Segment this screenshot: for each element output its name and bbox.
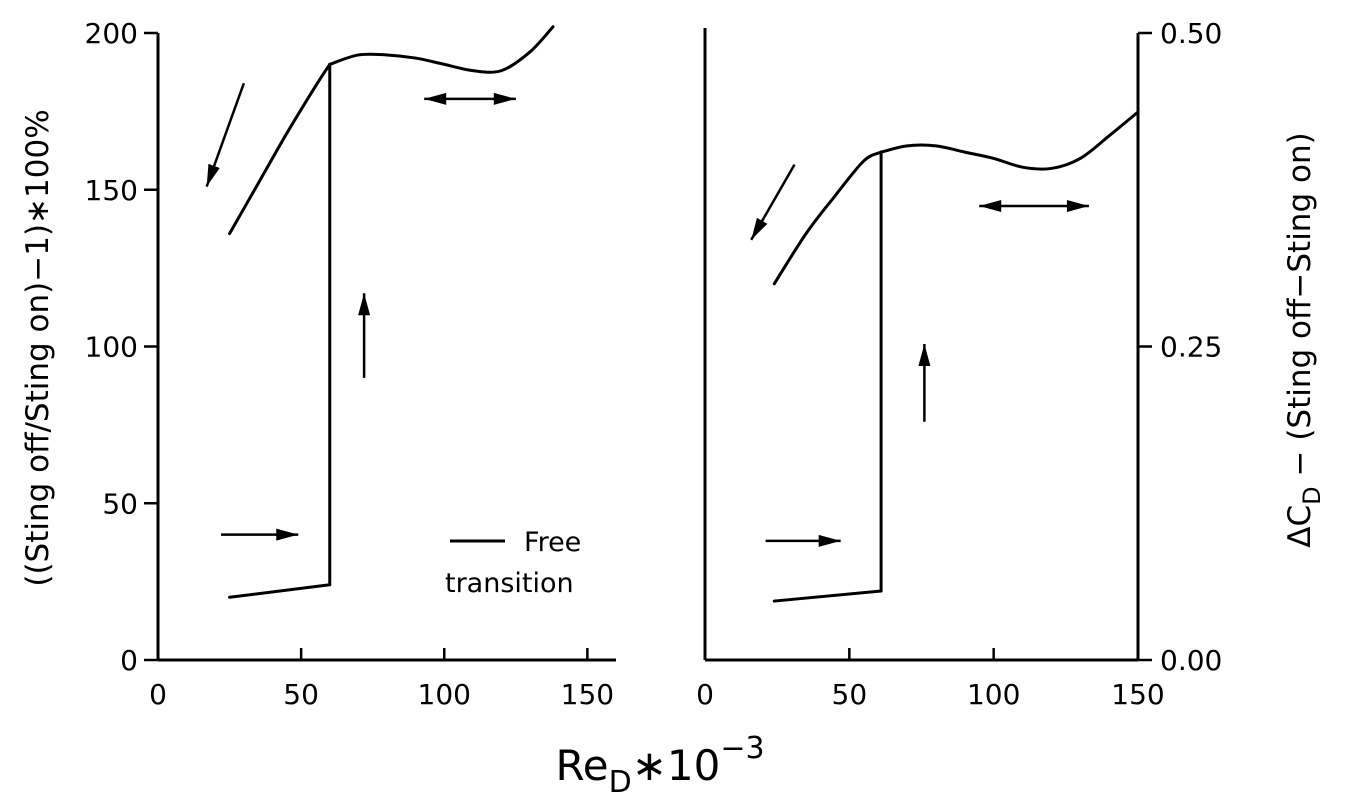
arrowhead xyxy=(358,293,371,316)
annotation-arrow xyxy=(205,82,246,188)
y-tick-label: 150 xyxy=(85,174,138,207)
annotation-arrow xyxy=(979,200,1089,213)
legend-label-line2: transition xyxy=(445,568,574,599)
arrowhead xyxy=(206,163,220,187)
y-tick-label: 0.00 xyxy=(1160,644,1222,677)
arrowhead xyxy=(276,528,299,541)
legend: Free transition xyxy=(445,527,581,599)
arrowhead xyxy=(918,343,931,366)
x-tick-label: 150 xyxy=(1111,678,1164,711)
series-segment-0 xyxy=(772,150,883,286)
y-tick-label: 100 xyxy=(85,331,138,364)
x-tick-label: 50 xyxy=(832,678,868,711)
series-segment-3 xyxy=(328,25,555,74)
annotation-arrow xyxy=(918,343,931,422)
series-segment-0 xyxy=(228,62,332,236)
series-segment-2 xyxy=(772,589,883,603)
right-y-axis-title: ΔCD − (Sting off−Sting on) xyxy=(1282,132,1326,547)
annotation-arrow xyxy=(750,164,796,241)
x-tick-label: 0 xyxy=(149,678,167,711)
y-tick-label: 200 xyxy=(85,17,138,50)
left-panel: 0 50 100 150 0 50 100 150 200 xyxy=(85,17,616,711)
annotation-arrow xyxy=(220,528,299,541)
left-y-axis-title: ((Sting off/Sting on)−1)∗100% xyxy=(20,109,56,586)
series-segment-3 xyxy=(879,110,1140,171)
x-tick-label: 50 xyxy=(283,678,319,711)
legend-label-line1: Free xyxy=(524,527,581,558)
arrowhead xyxy=(493,92,516,105)
y-tick-label: 0.25 xyxy=(1160,331,1222,364)
y-tick-label: 0 xyxy=(120,644,138,677)
x-tick-label: 100 xyxy=(418,678,471,711)
annotation-arrow xyxy=(358,293,371,378)
y-tick-label: 0.50 xyxy=(1160,17,1222,50)
annotation-arrow xyxy=(765,534,841,547)
series-segment-2 xyxy=(228,583,332,599)
arrowhead xyxy=(979,200,1002,213)
arrowhead xyxy=(818,534,841,547)
annotation-arrow xyxy=(424,92,516,105)
x-axis-title: ReD∗10−3 xyxy=(555,731,764,800)
arrowhead xyxy=(1066,200,1089,213)
x-tick-label: 150 xyxy=(561,678,614,711)
arrowhead xyxy=(751,217,768,240)
arrowhead xyxy=(424,92,447,105)
y-tick-label: 50 xyxy=(102,487,138,520)
x-tick-label: 100 xyxy=(967,678,1020,711)
x-tick-label: 0 xyxy=(696,678,714,711)
